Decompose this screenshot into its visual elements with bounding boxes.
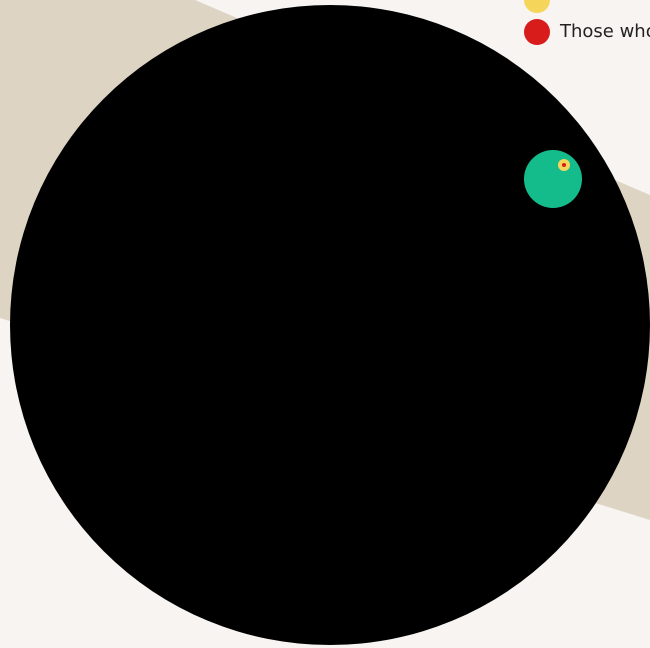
yellow-dot-icon	[524, 0, 550, 13]
green-circle	[524, 150, 582, 208]
red-dot-icon	[524, 19, 550, 45]
black-circle	[10, 5, 650, 645]
legend-label: Those who	[560, 21, 650, 42]
red-circle	[562, 163, 566, 167]
